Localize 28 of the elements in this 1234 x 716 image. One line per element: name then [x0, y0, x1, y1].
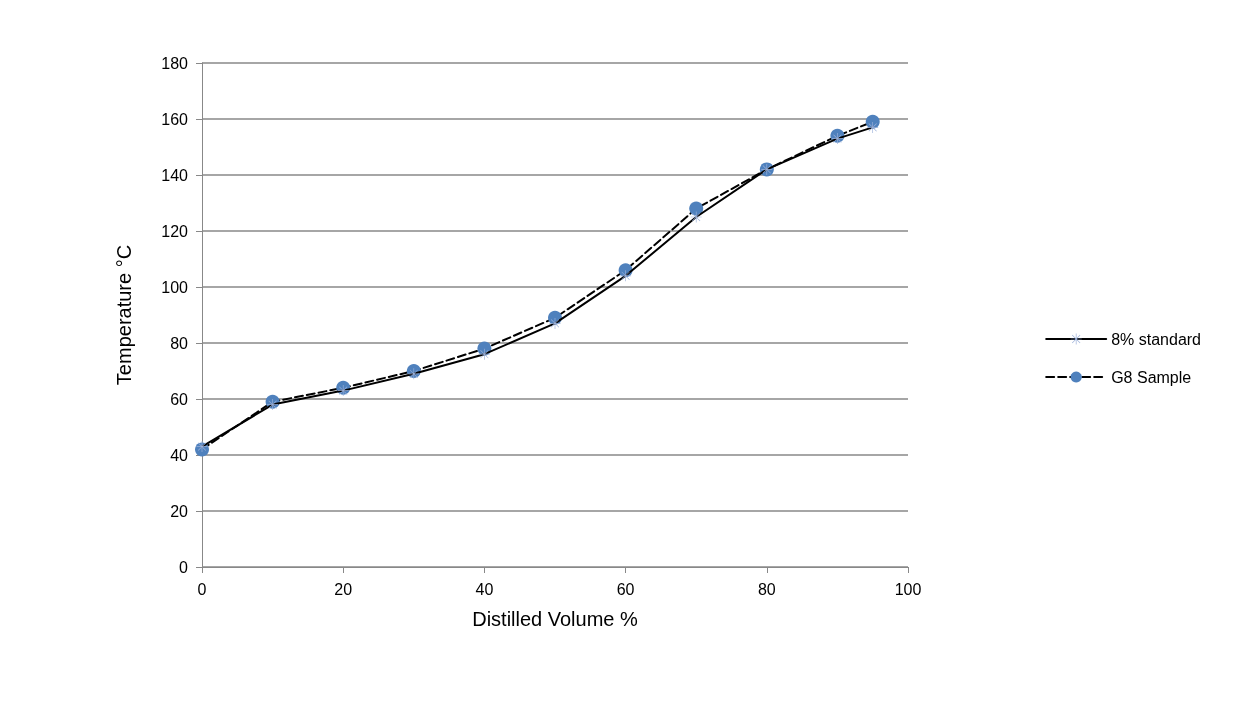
y-tick-label: 80 — [170, 334, 189, 352]
legend-label: G8 Sample — [1111, 368, 1192, 386]
y-tick-label: 180 — [161, 54, 189, 72]
point — [620, 270, 632, 282]
point — [867, 121, 879, 133]
x-tick-label: 100 — [894, 580, 922, 598]
y-tick-label: 160 — [161, 110, 189, 128]
y-tick-label: 20 — [170, 502, 189, 520]
point — [267, 399, 279, 411]
point — [831, 133, 843, 145]
point — [689, 201, 704, 216]
y-tick-label: 120 — [161, 222, 189, 240]
x-tick-label: 40 — [475, 580, 494, 598]
point — [478, 348, 490, 360]
y-tick-label: 60 — [170, 390, 189, 408]
y-tick-label: 40 — [170, 446, 189, 464]
y-tick-label: 0 — [179, 558, 189, 576]
y-tick-label: 140 — [161, 166, 189, 184]
x-axis-title: Distilled Volume % — [472, 608, 639, 630]
legend-label: 8% standard — [1111, 330, 1202, 348]
point — [408, 368, 420, 380]
x-tick-label: 20 — [334, 580, 353, 598]
x-tick-label: 60 — [616, 580, 635, 598]
y-axis-title: Temperature °C — [113, 244, 135, 386]
x-tick-label: 0 — [197, 580, 207, 598]
y-tick-label: 100 — [161, 278, 189, 296]
point — [337, 385, 349, 397]
x-tick-label: 80 — [757, 580, 776, 598]
